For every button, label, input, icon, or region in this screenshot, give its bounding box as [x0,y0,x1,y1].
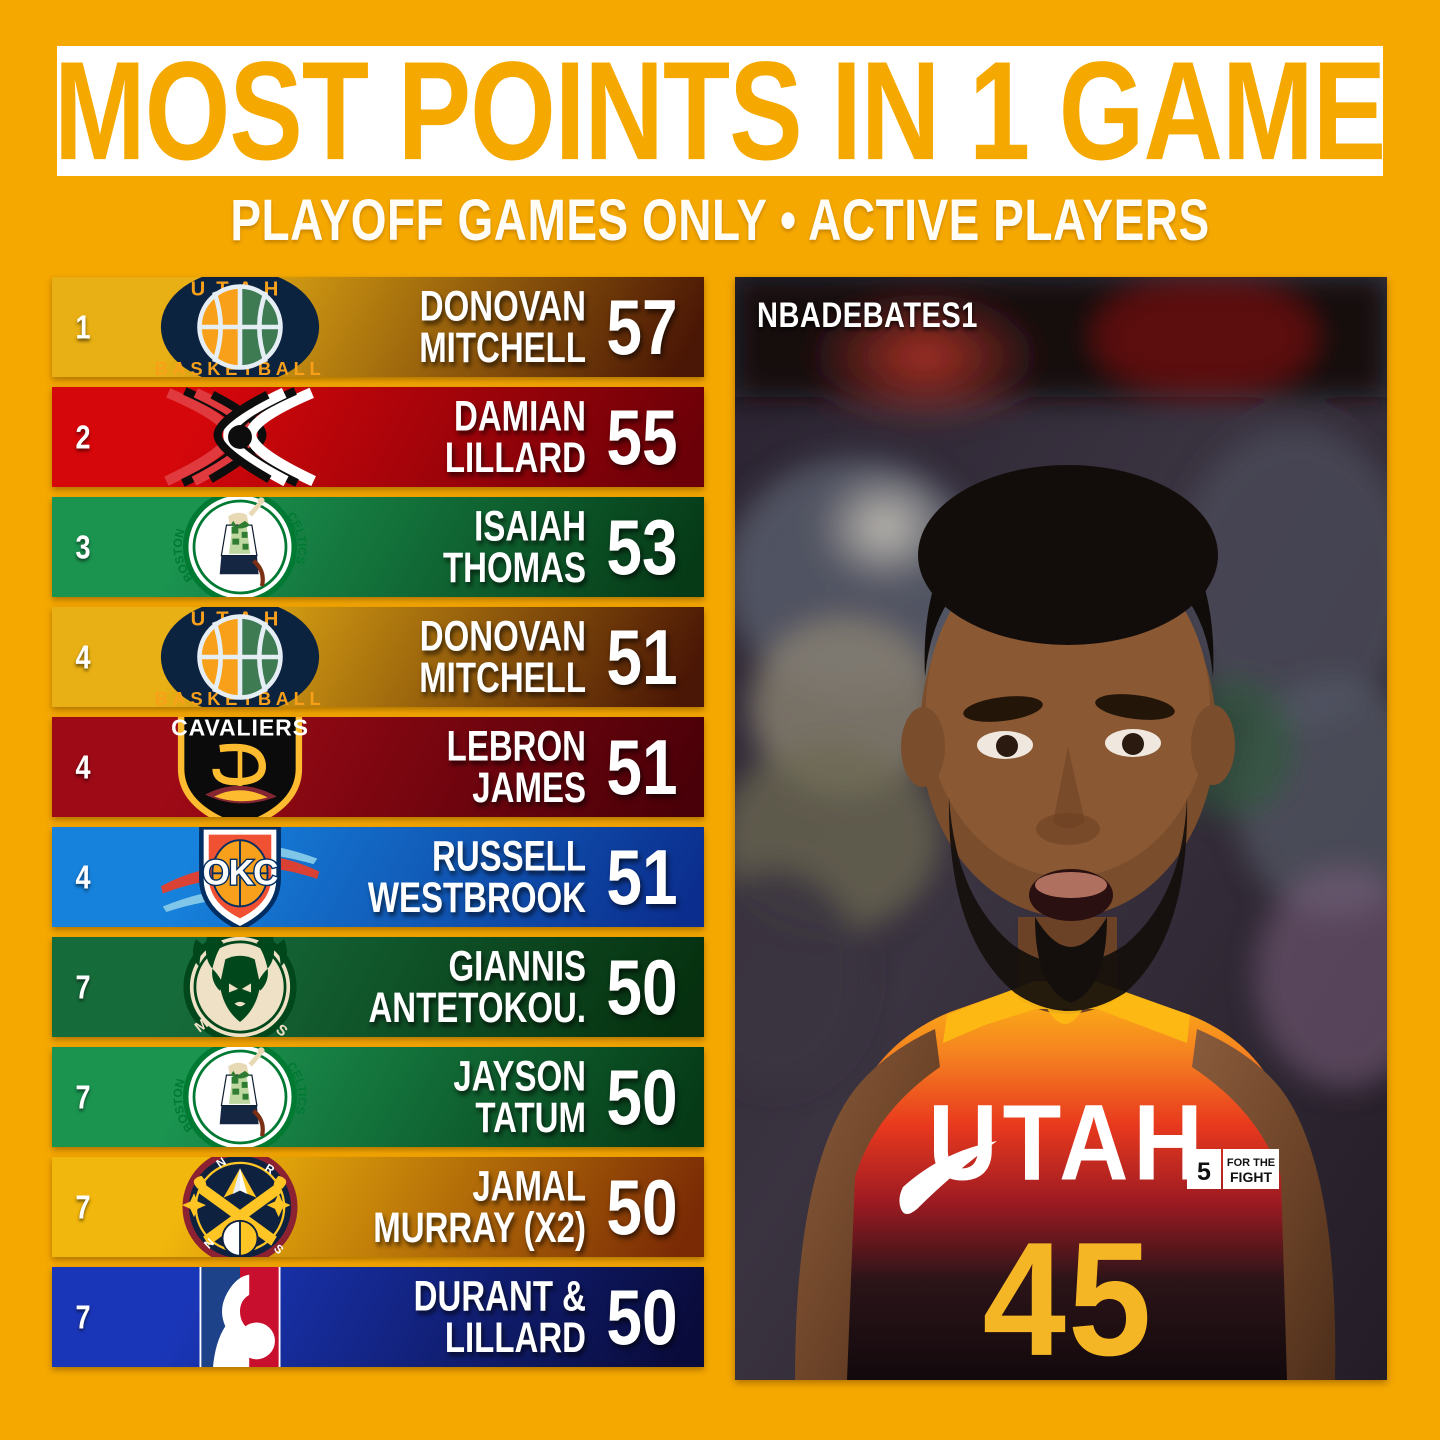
leaderboard-list: 1 UTAH BASKETBALL DONOVAN MITCHELL 57 2 [52,277,704,1380]
celtics-logo: BOSTON CELTICS [171,497,309,597]
points-value: 53 [606,503,678,591]
player-name-text: GIANNIS ANTETOKOU. [368,941,586,1032]
team-logo: CAVALIERS [148,717,332,817]
leaderboard-row: 4 CAVALIERS LEBRON JAMES 51 [52,717,704,817]
player-name: JAMAL MURRAY (X2) [373,1164,586,1248]
points-value: 50 [606,1273,678,1361]
row-background [52,387,704,487]
player-name-text: JAMAL MURRAY (X2) [373,1161,586,1252]
row-background [52,717,704,817]
player-name: DONOVAN MITCHELL [419,284,586,369]
player-name: LEBRON JAMES [447,724,586,808]
nba-logo [199,1267,281,1367]
points-value: 55 [606,393,678,481]
rank-number: 4 [75,637,91,676]
rank-number: 7 [75,1187,91,1226]
player-name-text: ISAIAH THOMAS [443,501,586,592]
header: MOST POINTS IN 1 GAME PLAYOFF GAMES ONLY… [0,0,1440,270]
row-background [52,827,704,927]
points-value: 50 [606,1053,678,1141]
jazz-logo: UTAH BASKETBALL [155,277,321,377]
team-logo: UTAH BASKETBALL [148,277,332,377]
row-background [52,607,704,707]
leaderboard-row: 4 OKC RUSSELL WESTBROOK 51 [52,827,704,927]
leaderboard-row: 7 DURANT & LILLARD 50 [52,1267,704,1367]
points-value: 51 [606,723,678,811]
row-background [52,1267,704,1367]
svg-text:FIGHT: FIGHT [1230,1169,1272,1185]
blazers-logo [164,387,316,487]
thunder-logo: OKC [160,827,320,927]
rank-number: 7 [75,1077,91,1116]
rank-number: 3 [75,527,91,566]
row-background [52,1157,704,1257]
player-name-text: DURANT & LILLARD [413,1271,586,1362]
player-name: DAMIAN LILLARD [445,394,586,479]
points-value: 50 [606,943,678,1031]
team-logo: UTAH BASKETBALL [148,607,332,707]
cavaliers-logo: CAVALIERS [171,717,309,817]
team-logo: M S [148,937,332,1037]
leaderboard-row: 4 UTAH BASKETBALL DONOVAN MITCHELL 51 [52,607,704,707]
celtics-logo: BOSTON CELTICS [171,1047,309,1147]
row-background [52,937,704,1037]
player-name-text: LEBRON JAMES [446,721,586,812]
leaderboard-row: 7 [52,1157,704,1257]
svg-text:FOR THE: FOR THE [1227,1157,1275,1169]
nuggets-logo: N R N S [182,1157,298,1257]
player-name-text: JAYSON TATUM [453,1051,586,1142]
player-name-text: DAMIAN LILLARD [444,391,586,482]
leaderboard-row: 2 [52,387,704,487]
player-name: JAYSON TATUM [453,1054,586,1138]
svg-text:OKC: OKC [203,853,279,892]
team-logo [148,387,332,487]
player-name: RUSSELL WESTBROOK [368,834,586,918]
player-name-text: DONOVAN MITCHELL [419,281,586,372]
player-name: GIANNIS ANTETOKOU. [368,944,586,1028]
svg-text:UTAH: UTAH [928,1083,1207,1203]
svg-text:45: 45 [983,1210,1154,1380]
points-value: 57 [606,283,678,371]
leaderboard-row: 7 BOSTON CELTICS [52,1047,704,1147]
row-background [52,277,704,377]
bucks-logo: M S [183,937,297,1037]
leaderboard-row: 7 M S GIANNIS ANTETOK [52,937,704,1037]
page-subtitle: PLAYOFF GAMES ONLY • ACTIVE PLAYERS [230,186,1210,253]
team-logo: OKC [148,827,332,927]
rank-number: 4 [75,857,91,896]
team-logo: N R N S [148,1157,332,1257]
player-photo-image: UTAH 45 5 FOR THE FIGHT [735,277,1387,1380]
player-name: ISAIAH THOMAS [443,504,586,588]
row-background [52,497,704,597]
player-name-text: DONOVAN MITCHELL [419,611,586,702]
watermark-text: NBADEBATES1 [757,297,978,336]
rank-number: 4 [75,747,91,786]
team-logo: BOSTON CELTICS [148,497,332,597]
rank-number: 1 [75,307,91,346]
svg-text:5: 5 [1197,1158,1211,1186]
page-title: MOST POINTS IN 1 GAME [57,46,1383,176]
team-logo: BOSTON CELTICS [148,1047,332,1147]
points-value: 50 [606,1163,678,1251]
rank-number: 7 [75,1297,91,1336]
player-name: DURANT & LILLARD [414,1274,586,1358]
jazz-logo: UTAH BASKETBALL [155,607,321,707]
title-banner: MOST POINTS IN 1 GAME [57,46,1383,176]
rank-number: 2 [75,417,91,456]
rank-number: 7 [75,967,91,1006]
player-photo: UTAH 45 5 FOR THE FIGHT NBADEBATES1 [735,277,1387,1380]
player-name-text: RUSSELL WESTBROOK [367,831,586,922]
player-name: DONOVAN MITCHELL [419,614,586,698]
points-value: 51 [606,833,678,921]
points-value: 51 [606,613,678,701]
leaderboard-row: 3 BOSTON CELTICS [52,497,704,597]
svg-text:CAVALIERS: CAVALIERS [171,717,309,741]
leaderboard-row: 1 UTAH BASKETBALL DONOVAN MITCHELL 57 [52,277,704,377]
row-background [52,1047,704,1147]
team-logo [148,1267,332,1367]
